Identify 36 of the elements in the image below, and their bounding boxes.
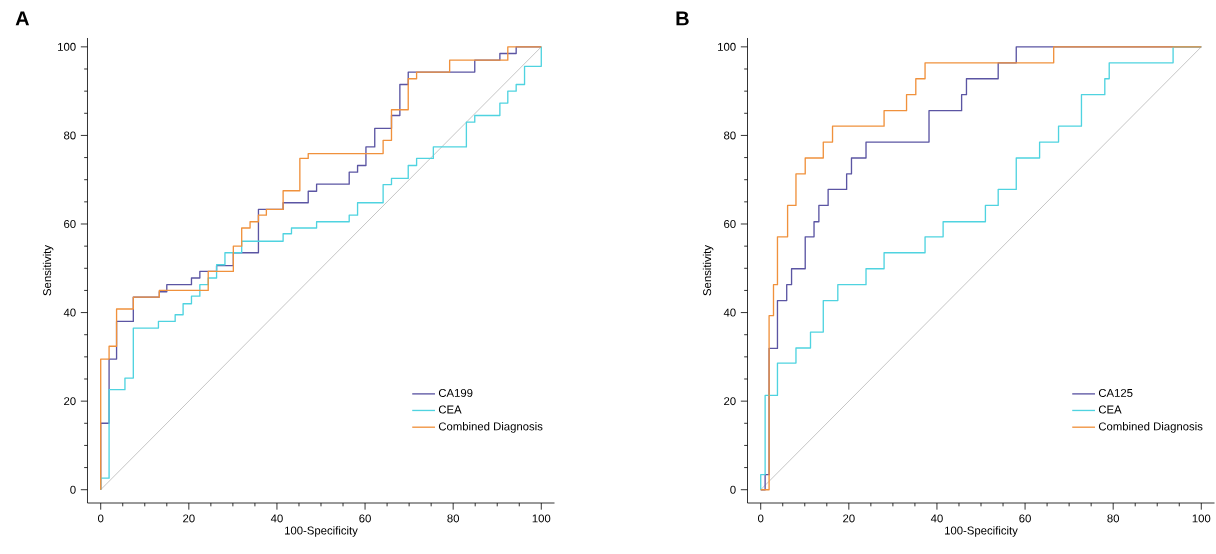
legend-label: CA125 [1098,388,1133,397]
y-tick-label: 60 [64,220,76,228]
x-tick-label: 40 [270,514,283,523]
x-axis-title: 100-Specificity [945,526,1018,537]
chart-title: A [15,11,30,26]
x-tick-label: 20 [183,514,195,523]
y-tick-label: 100 [58,42,76,51]
x-tick-label: 80 [1107,514,1120,523]
y-tick-label: 80 [64,131,76,140]
y-tick-label: 40 [723,308,736,317]
legend-label: CA199 [438,388,473,397]
y-axis-title: Sensitivity [702,245,714,296]
x-tick-label: 0 [758,514,764,523]
x-axis-title: 100-Specificity [285,526,358,537]
y-tick-label: 80 [724,131,736,140]
x-tick-label: 40 [930,514,943,523]
legend-label: CEA [438,405,462,414]
legend-label: Combined Diagnosis [438,422,543,433]
y-tick-label: 0 [730,485,736,494]
y-tick-label: 20 [64,397,76,406]
chart-title: B [676,11,689,26]
x-tick-label: 0 [98,514,104,523]
x-tick-label: 100 [532,514,551,523]
x-tick-label: 60 [1019,514,1031,523]
y-tick-label: 0 [70,485,76,494]
x-tick-label: 20 [843,514,855,523]
y-tick-label: 100 [718,42,736,51]
y-axis-title: Sensitivity [42,245,54,296]
legend-label: CEA [1098,405,1122,414]
x-tick-label: 60 [359,514,371,523]
y-tick-label: 60 [724,220,736,228]
y-tick-label: 20 [724,397,736,406]
y-tick-label: 40 [63,308,76,317]
legend-label: Combined Diagnosis [1098,422,1203,433]
x-tick-label: 100 [1192,514,1211,523]
x-tick-label: 80 [447,514,460,523]
